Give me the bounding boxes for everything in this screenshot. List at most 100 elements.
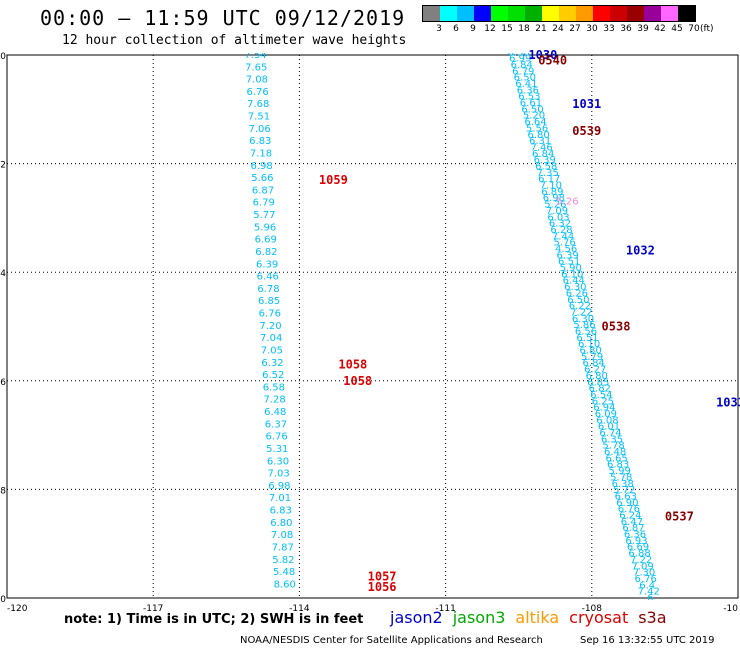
wave-height-value: 6.10 — [578, 339, 600, 350]
wave-height-value: 6.30 — [267, 456, 289, 467]
wave-height-value: 6.94 — [593, 403, 615, 414]
wave-height-value: 6.80 — [270, 518, 292, 529]
wave-height-value: 6.76 — [246, 87, 268, 98]
page-subtitle: 12 hour collection of altimeter wave hei… — [62, 33, 407, 48]
wave-height-value: 6.98 — [508, 47, 530, 58]
wave-height-value: 5.66 — [251, 173, 273, 184]
wave-height-value: 6.10 — [561, 269, 583, 280]
wave-height-value: 6.69 — [627, 542, 649, 553]
legend-swatch — [508, 6, 525, 21]
wave-height-value: 6.22 — [569, 301, 591, 312]
wave-height-value: 6.83 — [249, 136, 271, 147]
legend-swatch — [440, 6, 457, 21]
wave-height-value: 6.82 — [255, 247, 277, 258]
wave-height-value: 6.48 — [264, 407, 286, 418]
legend-swatch — [644, 6, 661, 21]
wave-height-value: 6.90 — [616, 498, 638, 509]
wave-height-value: 7.09 — [546, 206, 568, 217]
lat-tick-label: -36 — [0, 378, 6, 388]
wave-height-value: 5.90 — [560, 263, 582, 274]
wave-height-value: 5.76 — [553, 238, 575, 249]
legend-swatch — [678, 6, 695, 21]
wave-height-value: 6.76 — [259, 309, 281, 320]
lon-tick-label: -120 — [7, 604, 28, 614]
lon-tick-label: -117 — [143, 604, 163, 614]
color-legend: (ft) 3 6 9 12 15 18 21 24 27 30 33 36 39 42 45 70 — [422, 5, 714, 36]
wave-height-value: 6.84 — [511, 60, 533, 71]
lon-tick-label: -114 — [289, 604, 310, 614]
wave-height-value: 7.09 — [631, 561, 653, 572]
wave-height-value: 4.56 — [555, 244, 577, 255]
wave-height-value: 7.42 — [638, 587, 660, 598]
wave-height-value: 5.56 — [526, 123, 548, 134]
wave-height-value: 6.58 — [263, 382, 285, 393]
wave-height-value: 6.80 — [579, 346, 601, 357]
legend-label: 36 — [620, 24, 632, 34]
wave-height-value: 5.82 — [272, 555, 294, 566]
wave-height-value: 7.35 — [537, 168, 559, 179]
wave-height-value-highlight: 5.26 — [556, 197, 578, 208]
wave-height-value: 7.87 — [272, 542, 294, 553]
satellite-name: cryosat — [569, 608, 629, 627]
wave-height-value: 6.39 — [256, 259, 278, 270]
wave-height-value: 7.28 — [263, 395, 285, 406]
wave-height-value: 5.79 — [581, 352, 603, 363]
generated-time: Sep 16 13:32:55 UTC 2019 — [580, 635, 715, 646]
wave-height-value: 7.30 — [633, 568, 655, 579]
wave-height-value: 7.68 — [247, 99, 269, 110]
wave-height-value: 5.99 — [609, 466, 631, 477]
wave-height-value: 6.79 — [512, 66, 534, 77]
wave-height-value: 6.31 — [529, 136, 551, 147]
pass-time-label: 1057 — [368, 569, 397, 583]
wave-height-value: 6.44 — [563, 276, 585, 287]
pass-time-label: 1058 — [338, 358, 367, 372]
wave-height-value: 6.08 — [596, 415, 618, 426]
legend-label: 18 — [518, 24, 530, 34]
wave-height-value: 6.35 — [601, 434, 623, 445]
wave-height-value: 6.98 — [268, 481, 290, 492]
wave-height-value: 8.60 — [274, 579, 296, 590]
wave-height-value: 6.98 — [543, 193, 565, 204]
legend-label: 39 — [637, 24, 649, 34]
wave-height-value: 6.47 — [621, 517, 643, 528]
wave-height-value: 6.53 — [518, 92, 540, 103]
legend-label: 27 — [569, 24, 581, 34]
lat-tick-label: -40 — [0, 595, 6, 605]
wave-height-value: 6.51 — [558, 257, 580, 268]
wave-height-value: 6.46 — [257, 272, 279, 283]
wave-height-value: 6.26 — [566, 288, 588, 299]
wave-height-value: 6.39 — [557, 250, 579, 261]
pass-time-label: 0539 — [572, 124, 601, 138]
wave-height-value: 6.25 — [592, 396, 614, 407]
legend-swatch — [576, 6, 593, 21]
wave-height-value: 7.54 — [244, 50, 266, 61]
wave-height-value: 7.22 — [570, 307, 592, 318]
wave-height-value: 7.22 — [630, 555, 652, 566]
wave-height-value: 5.96 — [254, 222, 276, 233]
legend-swatch — [610, 6, 627, 21]
wave-height-value: 6.76 — [618, 504, 640, 515]
legend-swatch — [661, 6, 678, 21]
wave-height-value: 5.20 — [523, 111, 545, 122]
wave-height-value: 6.24 — [619, 511, 641, 522]
wave-height-value: 6.09 — [595, 409, 617, 420]
wave-height-value: 5.78 — [602, 441, 624, 452]
wave-height-value: 7.01 — [269, 493, 291, 504]
wave-height-value: 6.63 — [615, 491, 637, 502]
lon-tick-label: -108 — [582, 604, 603, 614]
wave-height-value: 7.44 — [552, 231, 574, 242]
wave-height-value: 6.52 — [262, 370, 284, 381]
legend-swatch — [525, 6, 542, 21]
legend-swatch — [593, 6, 610, 21]
wave-height-value: 6.87 — [252, 185, 274, 196]
wave-height-value: 6.80 — [527, 130, 549, 141]
wave-height-value: 7.65 — [245, 62, 267, 73]
legend-label: 21 — [535, 24, 547, 34]
wave-height-value: 6.80 — [586, 371, 608, 382]
pass-time-label: 1030 — [528, 48, 557, 62]
legend-label: 33 — [603, 24, 615, 34]
lon-tick-label: -10 — [723, 604, 738, 614]
lat-tick-label: -32 — [0, 161, 6, 171]
legend-label: 12 — [484, 24, 496, 34]
